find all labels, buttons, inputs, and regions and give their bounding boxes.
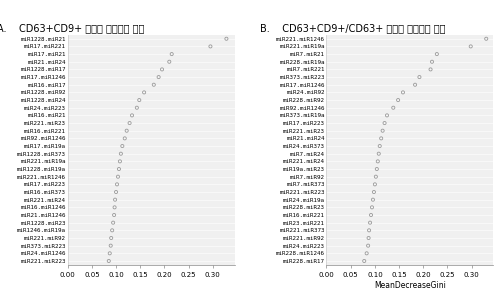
Point bbox=[369, 197, 377, 202]
Point bbox=[107, 236, 115, 240]
Point bbox=[370, 190, 378, 194]
Point bbox=[375, 151, 383, 156]
Point bbox=[374, 159, 382, 164]
Point bbox=[114, 174, 122, 179]
Point bbox=[411, 82, 419, 87]
Point bbox=[128, 113, 136, 118]
Point bbox=[108, 228, 116, 233]
Point bbox=[363, 251, 371, 256]
Point bbox=[105, 259, 113, 263]
Point bbox=[118, 144, 126, 148]
Point bbox=[372, 174, 380, 179]
Point bbox=[123, 128, 131, 133]
Point bbox=[365, 236, 373, 240]
Point bbox=[121, 136, 129, 141]
Point bbox=[155, 75, 163, 79]
Point bbox=[373, 167, 381, 171]
Point bbox=[433, 52, 441, 56]
Text: B.    CD63+CD9+/CD63+ 액소좀 차아집단 샘플: B. CD63+CD9+/CD63+ 액소좀 차아집단 샘플 bbox=[260, 23, 445, 33]
Point bbox=[140, 90, 148, 95]
Point bbox=[415, 75, 423, 79]
Point bbox=[116, 159, 124, 164]
Point bbox=[389, 105, 397, 110]
Point bbox=[135, 98, 143, 102]
Point bbox=[109, 220, 117, 225]
Point bbox=[376, 144, 384, 148]
Point bbox=[360, 259, 368, 263]
Point bbox=[371, 182, 379, 187]
Point bbox=[126, 121, 134, 125]
Point bbox=[379, 128, 387, 133]
Point bbox=[117, 151, 125, 156]
Point bbox=[399, 90, 407, 95]
Point bbox=[467, 44, 475, 49]
Point bbox=[113, 182, 121, 187]
Point bbox=[381, 121, 389, 125]
Text: A.    CD63+CD9+ 액소좀 차아집단 샘플: A. CD63+CD9+ 액소좀 차아집단 샘플 bbox=[0, 23, 145, 33]
Point bbox=[111, 197, 119, 202]
X-axis label: MeanDecreaseGini: MeanDecreaseGini bbox=[374, 281, 446, 290]
Point bbox=[482, 36, 490, 41]
Point bbox=[165, 59, 173, 64]
Point bbox=[383, 113, 391, 118]
Point bbox=[367, 213, 375, 217]
Point bbox=[110, 213, 118, 217]
Point bbox=[112, 190, 120, 194]
Point bbox=[111, 205, 119, 210]
Point bbox=[158, 67, 166, 72]
Point bbox=[150, 82, 158, 87]
Point bbox=[365, 228, 373, 233]
Point bbox=[394, 98, 402, 102]
Point bbox=[168, 52, 176, 56]
Point bbox=[368, 205, 376, 210]
Point bbox=[364, 243, 372, 248]
Point bbox=[106, 251, 114, 256]
Point bbox=[366, 220, 374, 225]
Point bbox=[206, 44, 214, 49]
Point bbox=[115, 167, 123, 171]
Point bbox=[428, 59, 436, 64]
Point bbox=[222, 36, 230, 41]
Point bbox=[133, 105, 141, 110]
Point bbox=[426, 67, 434, 72]
Point bbox=[377, 136, 385, 141]
Point bbox=[107, 243, 115, 248]
